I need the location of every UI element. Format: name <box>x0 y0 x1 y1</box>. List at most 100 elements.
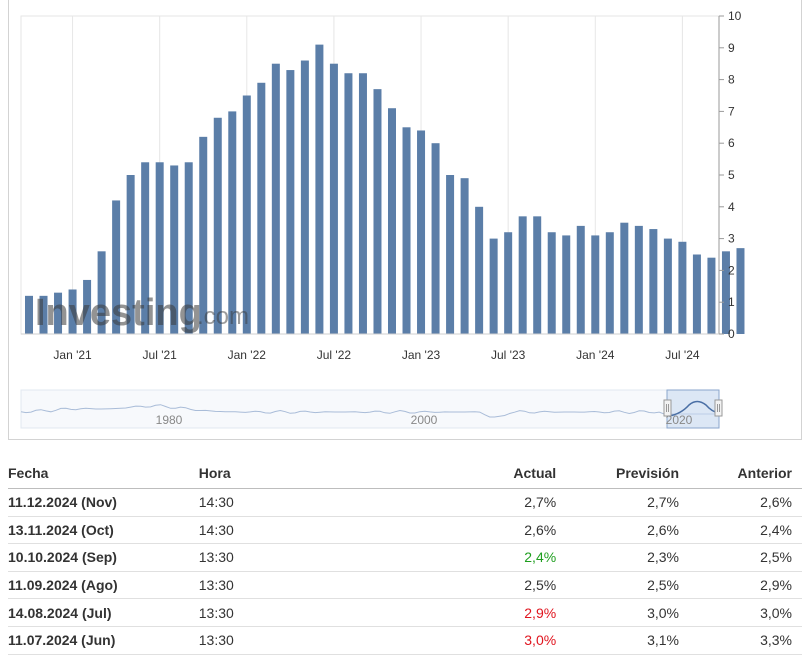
bar-may-24[interactable] <box>649 229 658 334</box>
bar-feb-24[interactable] <box>605 232 614 334</box>
row-forecast: 3,1% <box>566 626 690 655</box>
bar-dec-23[interactable] <box>576 225 585 334</box>
bar-may-22[interactable] <box>300 60 309 335</box>
x-axis: Jan '21 Jul '21 Jan '22 Jul '22 Jan '23 Jul '… <box>21 333 719 362</box>
row-date: 14.08.2024 (Jul) <box>8 598 199 627</box>
bar-mar-24[interactable] <box>620 222 629 334</box>
bar-jun-21[interactable] <box>141 162 150 334</box>
header-actual: Actual <box>442 458 567 489</box>
bar-nov-21[interactable] <box>213 117 222 334</box>
bar-aug-22[interactable] <box>344 73 353 335</box>
navigator-selection-line <box>668 400 720 417</box>
bar-jul-24[interactable] <box>678 241 687 334</box>
right-handle-box[interactable] <box>714 399 723 417</box>
bar-jul-21[interactable] <box>155 162 164 334</box>
table-row: 11.07.2024 (Jun) 13:30 3,0% 3,1% 3,3% <box>8 626 802 655</box>
bar-aug-24[interactable] <box>692 254 701 335</box>
table-row: 13.11.2024 (Oct) 14:30 2,6% 2,6% 2,4% <box>8 516 802 545</box>
x-tick-label: Jan '21 <box>53 348 92 362</box>
y-tick-label: 3 <box>728 232 735 246</box>
left-handle-box[interactable] <box>663 399 672 417</box>
y-axis: 0 1 2 3 4 5 6 7 8 9 10 <box>718 9 742 341</box>
bar-apr-21[interactable] <box>112 200 121 334</box>
range-navigator[interactable]: 1980 2000 2020 <box>20 389 723 429</box>
bar-mar-23[interactable] <box>446 175 455 334</box>
row-forecast: 2,5% <box>566 571 690 600</box>
bar-sep-21[interactable] <box>184 162 193 334</box>
bar-apr-24[interactable] <box>634 225 643 334</box>
header-date: Fecha <box>8 458 199 489</box>
bar-nov-24[interactable] <box>736 248 745 334</box>
bar-jun-23[interactable] <box>489 238 498 334</box>
row-actual: 3,0% <box>442 626 567 655</box>
bar-nov-22[interactable] <box>388 108 396 334</box>
bar-jul-22[interactable] <box>329 63 338 334</box>
bar-oct-21[interactable] <box>199 136 208 334</box>
navigator-track <box>20 389 720 429</box>
row-previous: 2,9% <box>689 571 802 600</box>
header-previous: Anterior <box>689 458 802 489</box>
bar-feb-22[interactable] <box>257 82 266 334</box>
bar-aug-21[interactable] <box>170 165 179 334</box>
bar-jan-24[interactable] <box>591 235 600 334</box>
chart-panel: Investing .com 0 1 2 3 4 5 6 7 8 9 10 Jan '21 Jul '… <box>8 0 802 440</box>
bar-dec-20[interactable] <box>54 292 63 334</box>
table-row: 11.09.2024 (Ago) 13:30 2,5% 2,5% 2,9% <box>8 571 802 600</box>
navigator-right-handle[interactable] <box>714 399 723 417</box>
bar-may-23[interactable] <box>475 206 484 334</box>
row-time: 13:30 <box>198 626 443 655</box>
bar-jan-21[interactable] <box>68 289 77 334</box>
bar-jan-22[interactable] <box>242 95 251 335</box>
bar-dec-22[interactable] <box>402 127 411 334</box>
y-tick-label: 0 <box>728 327 735 341</box>
bar-sep-23[interactable] <box>533 216 542 334</box>
row-time: 14:30 <box>198 516 443 545</box>
bar-jun-24[interactable] <box>663 238 672 334</box>
bar-feb-23[interactable] <box>431 143 440 334</box>
bar-apr-22[interactable] <box>286 70 295 334</box>
row-time: 13:30 <box>198 598 443 627</box>
table-header-row: Fecha Hora Actual Previsión Anterior <box>8 458 802 489</box>
x-tick-label: Jan '22 <box>228 348 267 362</box>
y-tick-label: 8 <box>728 73 735 87</box>
bar-aug-23[interactable] <box>518 216 527 334</box>
row-previous: 2,6% <box>689 488 802 517</box>
bar-sep-24[interactable] <box>707 257 716 334</box>
bar-mar-21[interactable] <box>97 251 106 334</box>
bar-mar-22[interactable] <box>271 63 280 334</box>
bar-oct-22[interactable] <box>373 89 382 334</box>
row-previous: 3,3% <box>689 626 802 655</box>
y-tick-label: 2 <box>728 263 735 277</box>
bar-apr-23[interactable] <box>460 178 469 334</box>
bar-oct-24[interactable] <box>721 251 730 334</box>
bar-jan-23[interactable] <box>417 130 426 334</box>
row-time: 13:30 <box>198 571 443 600</box>
bar-feb-21[interactable] <box>83 279 92 334</box>
y-tick-label: 7 <box>728 104 735 118</box>
bar-oct-23[interactable] <box>547 232 556 334</box>
bar-may-21[interactable] <box>126 175 135 334</box>
watermark-brand: Investing <box>35 292 202 334</box>
y-tick-label: 9 <box>728 41 735 55</box>
bar-oct-20[interactable] <box>25 295 33 334</box>
row-actual: 2,7% <box>442 488 567 517</box>
row-time: 13:30 <box>198 543 443 572</box>
row-forecast: 2,6% <box>566 516 690 545</box>
row-forecast: 3,0% <box>566 598 690 627</box>
navigator-label-1980: 1980 <box>156 413 183 427</box>
cpi-bar-chart: Investing .com 0 1 2 3 4 5 6 7 8 9 10 Jan '21 Jul '… <box>20 9 745 429</box>
table-row: 14.08.2024 (Jul) 13:30 2,9% 3,0% 3,0% <box>8 598 802 627</box>
navigator-series-line <box>20 404 719 418</box>
bar-dec-21[interactable] <box>228 111 237 335</box>
navigator-left-handle[interactable] <box>663 399 672 417</box>
bar-jul-23[interactable] <box>504 232 513 334</box>
bar-nov-20[interactable] <box>39 295 48 334</box>
navigator-label-2020: 2020 <box>666 413 693 427</box>
x-tick-label: Jan '24 <box>576 348 615 362</box>
bar-nov-23[interactable] <box>562 235 571 334</box>
bars <box>25 44 745 335</box>
row-date: 13.11.2024 (Oct) <box>8 516 199 545</box>
bar-sep-22[interactable] <box>358 73 367 335</box>
y-tick-label: 1 <box>728 295 735 309</box>
bar-jun-22[interactable] <box>315 44 324 335</box>
